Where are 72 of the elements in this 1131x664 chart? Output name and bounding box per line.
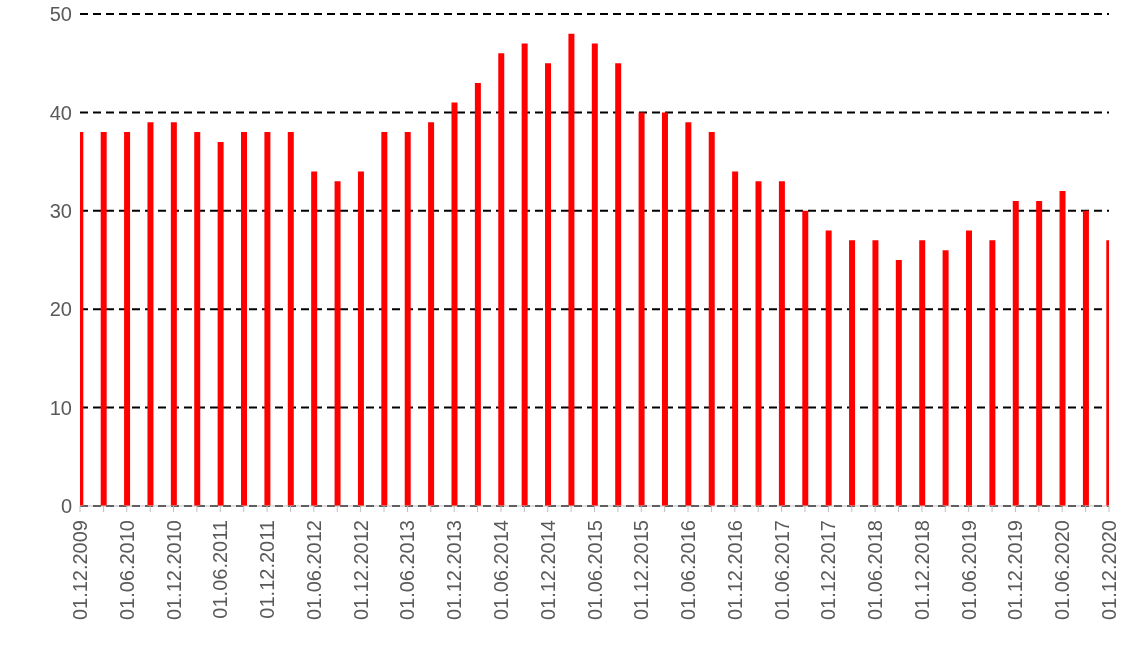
- bar: [802, 210, 809, 506]
- bar: [732, 171, 739, 506]
- bar: [545, 63, 552, 506]
- bar: [147, 122, 154, 506]
- x-tick-label: 01.06.2016: [677, 520, 700, 621]
- bar: [778, 181, 785, 506]
- bar: [872, 240, 879, 506]
- x-tick-label: 01.06.2012: [302, 520, 325, 621]
- bar: [451, 102, 458, 506]
- y-tick-label: 40: [49, 101, 72, 124]
- x-tick-label: 01.06.2020: [1051, 520, 1074, 621]
- bar: [264, 132, 271, 506]
- x-tick-label: 01.06.2010: [115, 520, 138, 621]
- y-tick-label: 0: [60, 495, 72, 518]
- bar: [849, 240, 856, 506]
- x-tick-label: 01.12.2009: [69, 520, 91, 621]
- bar: [287, 132, 294, 506]
- bar: [217, 141, 224, 506]
- bar: [755, 181, 762, 506]
- x-tick-label: 01.06.2019: [957, 520, 980, 621]
- bar: [591, 43, 598, 506]
- x-tick-label: 01.06.2011: [209, 520, 232, 619]
- x-tick-label: 01.12.2017: [817, 520, 840, 621]
- bar: [1012, 200, 1019, 506]
- y-tick-label: 50: [49, 3, 72, 26]
- bar: [708, 132, 715, 506]
- y-tick-label: 30: [49, 199, 72, 222]
- x-tick-label: 01.12.2015: [630, 520, 653, 621]
- bar: [124, 132, 131, 506]
- bar: [965, 230, 972, 506]
- bar: [311, 171, 318, 506]
- bar: [685, 122, 692, 506]
- x-tick-label: 01.06.2015: [583, 520, 606, 621]
- x-tick-label: 01.06.2014: [489, 520, 512, 621]
- x-tick-label: 01.12.2020: [1098, 520, 1120, 621]
- bar: [357, 171, 364, 506]
- bar: [895, 260, 902, 506]
- x-tick-label: 01.12.2013: [443, 520, 466, 621]
- bar: [989, 240, 996, 506]
- bar: [170, 122, 177, 506]
- x-tick-label: 01.12.2016: [723, 520, 746, 621]
- bar: [1036, 200, 1043, 506]
- bar: [1082, 210, 1089, 506]
- bar: [241, 132, 248, 506]
- bar: [404, 132, 411, 506]
- y-tick-label: 10: [49, 396, 72, 419]
- x-tick-label: 01.06.2018: [864, 520, 887, 621]
- x-tick-label: 01.06.2017: [770, 520, 793, 621]
- bar: [568, 33, 575, 506]
- bar: [194, 132, 201, 506]
- x-tick-label: 01.12.2012: [349, 520, 372, 621]
- bar: [521, 43, 528, 506]
- bar: [100, 132, 107, 506]
- bar: [428, 122, 435, 506]
- bar: [1059, 191, 1066, 506]
- bar: [661, 112, 668, 506]
- bar: [638, 112, 645, 506]
- x-tick-label: 01.12.2019: [1004, 520, 1027, 621]
- bar: [942, 250, 949, 506]
- bar: [615, 63, 622, 506]
- x-tick-label: 01.12.2018: [910, 520, 933, 621]
- y-tick-label: 20: [49, 298, 72, 321]
- bar: [334, 181, 341, 506]
- x-tick-label: 01.12.2010: [162, 520, 185, 621]
- bar: [474, 82, 481, 506]
- bar: [919, 240, 926, 506]
- x-tick-label: 01.12.2011: [256, 520, 279, 619]
- x-tick-label: 01.12.2014: [536, 520, 559, 621]
- bar: [825, 230, 832, 506]
- x-tick-label: 01.06.2013: [396, 520, 419, 621]
- bar: [498, 53, 505, 506]
- bar: [381, 132, 388, 506]
